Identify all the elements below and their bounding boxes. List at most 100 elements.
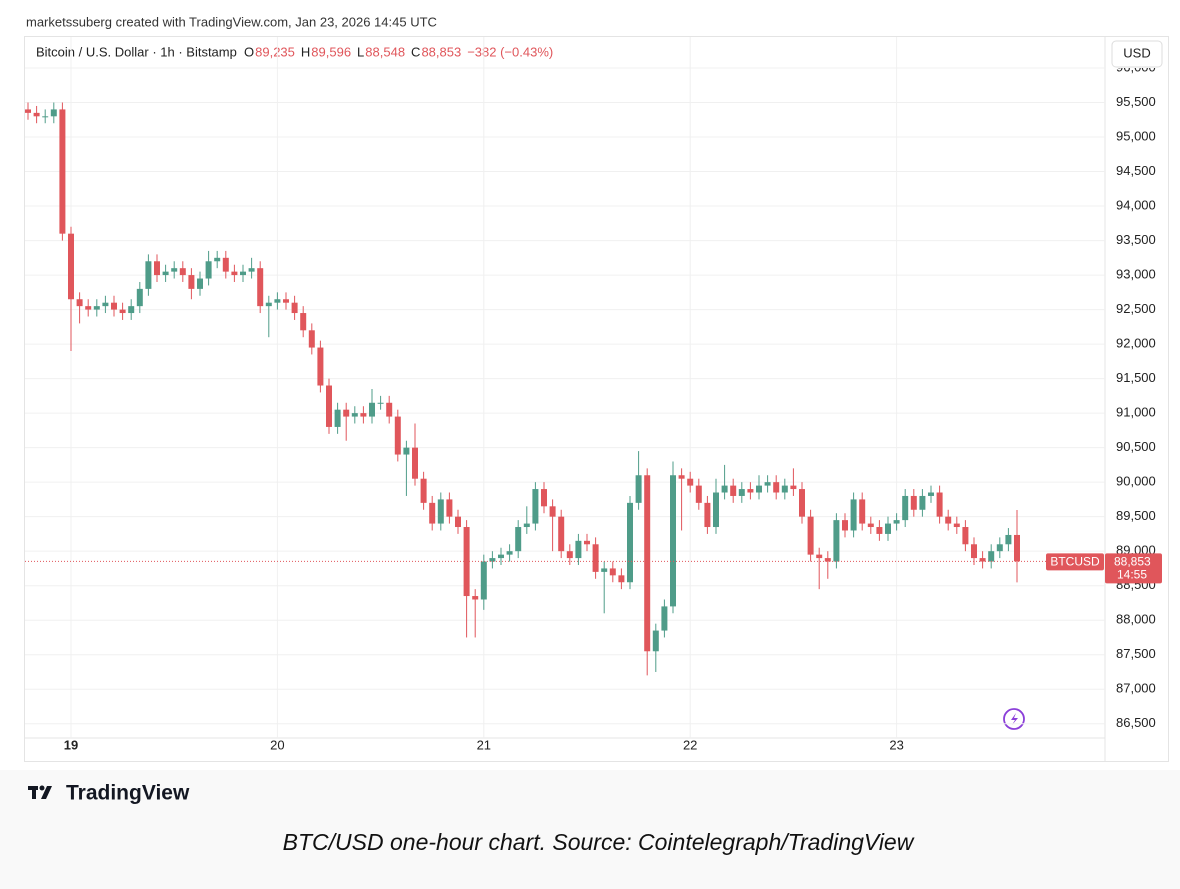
y-tick-label: 86,500	[1116, 715, 1156, 730]
candle-body	[833, 520, 840, 562]
candle-body	[145, 261, 152, 289]
candle-body	[609, 568, 616, 576]
candle-body	[188, 275, 195, 289]
y-tick-label: 87,000	[1116, 681, 1156, 696]
assistant-icon[interactable]	[1003, 708, 1025, 730]
y-tick-label: 87,500	[1116, 646, 1156, 661]
legend-prefix: O	[244, 44, 254, 59]
candle-body	[695, 485, 702, 503]
candle-body	[128, 306, 135, 314]
attribution: marketssuberg created with TradingView.c…	[26, 14, 437, 29]
candle-body	[850, 499, 857, 531]
candle-body	[584, 540, 590, 545]
candle-body	[721, 485, 728, 493]
candle-body	[515, 527, 522, 552]
candle-body	[265, 302, 272, 307]
y-tick-label: 91,000	[1116, 405, 1156, 420]
candle-body	[549, 506, 556, 517]
candle-body	[592, 544, 599, 572]
y-tick-label: 96,000	[1116, 59, 1156, 74]
candle-body	[437, 499, 444, 524]
candle-body	[480, 561, 487, 600]
candle-body	[68, 233, 74, 300]
legend-value: 88,548	[365, 44, 405, 59]
candle-body	[713, 492, 719, 528]
y-tick-label: 93,500	[1116, 232, 1156, 247]
candle-body	[644, 475, 651, 652]
candle-body	[455, 516, 461, 528]
candle-body	[738, 489, 745, 496]
plot	[25, 37, 1105, 738]
candle-body	[240, 271, 246, 276]
candle-body	[756, 485, 762, 493]
candle-body	[893, 520, 900, 524]
candle-body	[403, 447, 410, 455]
candle-body	[971, 544, 977, 559]
y-tick-label: 92,000	[1116, 336, 1156, 351]
candle-body	[558, 516, 565, 552]
candle-body	[867, 523, 874, 528]
candle-body	[205, 261, 212, 279]
x-tick-label: 20	[270, 737, 284, 752]
candle-body	[171, 268, 178, 272]
candle-body	[566, 551, 573, 559]
candle-body	[523, 523, 530, 528]
candle-body	[773, 482, 780, 493]
currency-button[interactable]	[1111, 40, 1163, 68]
candle-body	[248, 268, 255, 272]
candle-body	[50, 109, 57, 117]
candle-body	[996, 544, 1003, 552]
candle-body	[154, 261, 160, 276]
logo: TradingView	[66, 782, 190, 805]
candle-body	[885, 523, 891, 534]
countdown: 14:55	[1117, 567, 1147, 581]
candle-body	[541, 489, 547, 507]
candle-body	[136, 288, 143, 307]
legend-value: 89,235	[255, 44, 295, 59]
icon-bolt[interactable]	[1011, 713, 1018, 725]
candle-body	[799, 489, 805, 517]
y-tick-label: 90,000	[1116, 474, 1156, 489]
candle-body	[76, 299, 83, 307]
candle-body	[498, 554, 504, 559]
candle-body	[928, 492, 934, 496]
candle-body	[85, 306, 92, 310]
candle-body	[214, 257, 221, 262]
candle-body	[360, 413, 367, 417]
candle-body	[351, 413, 358, 417]
y-tick-label: 94,500	[1116, 163, 1156, 178]
candle-body	[687, 478, 694, 486]
currency[interactable]: USD	[1123, 45, 1150, 60]
candle-body	[25, 109, 31, 113]
icon-ring[interactable]	[1003, 708, 1025, 730]
candle-body	[988, 551, 995, 562]
candle-body	[334, 409, 341, 427]
candle-body	[377, 402, 384, 404]
candle-body	[291, 302, 298, 314]
candle-body	[412, 447, 418, 479]
candle-body	[394, 416, 401, 455]
candle-body	[326, 385, 332, 427]
candle-body	[945, 516, 952, 524]
candle-body	[859, 499, 866, 524]
candle-body	[575, 540, 582, 559]
candle-body	[257, 268, 264, 307]
candle-body	[824, 558, 831, 562]
candle-body	[532, 489, 539, 524]
price-axis: 86,50087,00087,50088,00088,50089,00089,5…	[1116, 59, 1156, 730]
candle-body	[489, 558, 496, 562]
candle-body	[429, 502, 436, 524]
candle-body	[704, 502, 711, 528]
candle-body	[902, 495, 909, 521]
logo-mark	[28, 785, 52, 799]
price-badge	[1105, 553, 1162, 584]
candle-body	[764, 482, 771, 486]
candle-body	[343, 409, 350, 417]
candle-body	[953, 523, 960, 528]
candle-body	[919, 495, 926, 510]
y-tick-label: 93,000	[1116, 267, 1156, 282]
candle-body	[283, 299, 289, 303]
x-tick-label: 22	[683, 737, 697, 752]
